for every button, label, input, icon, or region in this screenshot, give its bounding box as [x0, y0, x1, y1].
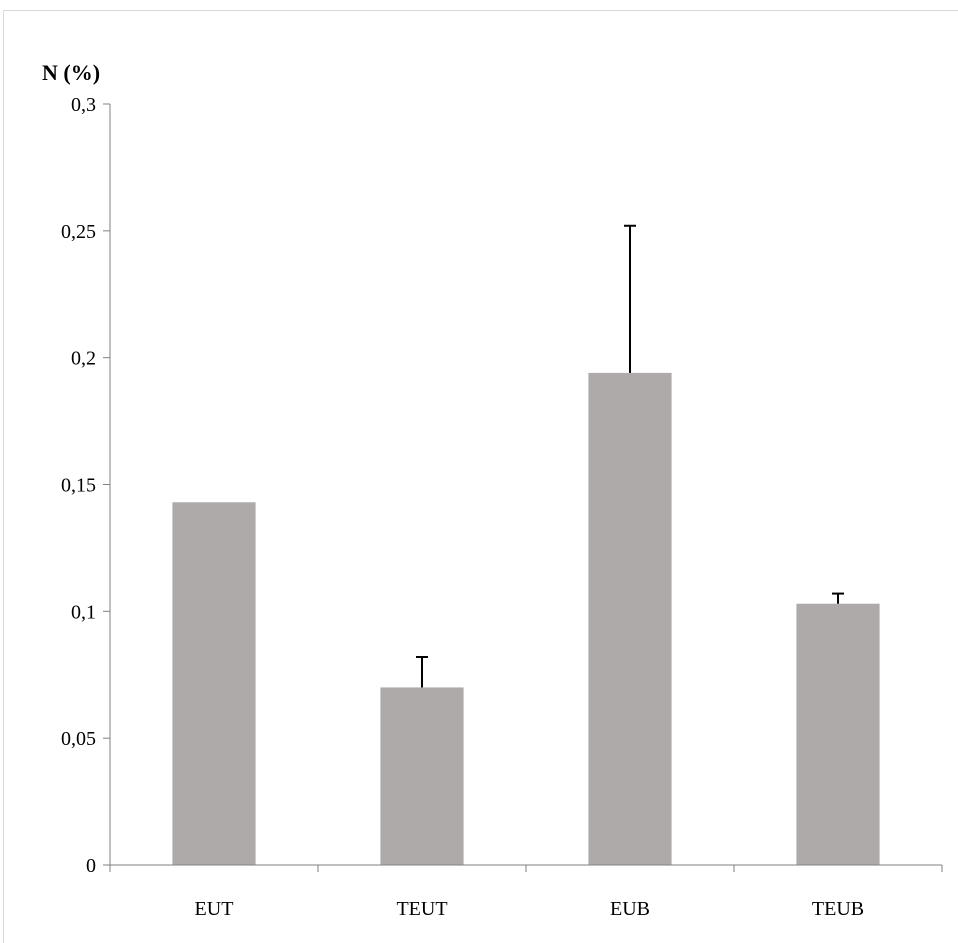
y-axis-title: N (%) — [42, 60, 100, 85]
x-tick-label: EUB — [610, 898, 650, 920]
y-tick-label: 0,3 — [71, 94, 96, 116]
x-axis: EUT TEUT EUB TEUB — [109, 864, 943, 920]
bar-eub — [588, 372, 672, 865]
error-bars — [416, 224, 844, 688]
error-bar-teut — [416, 655, 428, 688]
x-tick-label: TEUB — [812, 898, 864, 920]
error-bar-teub — [832, 592, 844, 604]
bar-teut — [380, 687, 464, 865]
x-tick-label: TEUT — [396, 898, 447, 920]
y-tick-label: 0,2 — [71, 348, 96, 370]
y-tick-label: 0,1 — [71, 601, 96, 623]
bar-eut — [172, 502, 256, 865]
bars — [172, 372, 880, 865]
x-tick-label: EUT — [195, 898, 234, 920]
y-tick-label: 0 — [86, 855, 96, 877]
y-tick-label: 0,25 — [61, 221, 96, 243]
y-tick-label: 0,05 — [61, 728, 96, 750]
error-bar-eub — [624, 224, 636, 373]
y-tick-label: 0,15 — [61, 475, 96, 497]
bar-teub — [796, 603, 880, 865]
y-axis: 0 0,05 0,1 0,15 0,2 0,25 0,3 — [61, 94, 111, 877]
